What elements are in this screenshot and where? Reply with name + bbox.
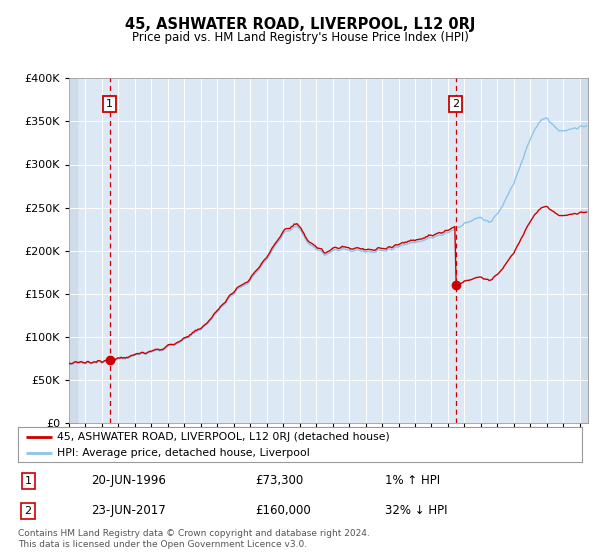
Text: 1% ↑ HPI: 1% ↑ HPI [385,474,440,487]
Text: 2: 2 [452,99,459,109]
Text: Contains HM Land Registry data © Crown copyright and database right 2024.
This d: Contains HM Land Registry data © Crown c… [18,529,370,549]
Text: £160,000: £160,000 [255,504,311,517]
Text: 45, ASHWATER ROAD, LIVERPOOL, L12 0RJ (detached house): 45, ASHWATER ROAD, LIVERPOOL, L12 0RJ (d… [58,432,390,442]
Text: 1: 1 [25,475,32,486]
Text: £73,300: £73,300 [255,474,303,487]
Text: 2: 2 [25,506,32,516]
Text: 23-JUN-2017: 23-JUN-2017 [91,504,166,517]
Text: 1: 1 [106,99,113,109]
Text: Price paid vs. HM Land Registry's House Price Index (HPI): Price paid vs. HM Land Registry's House … [131,31,469,44]
Text: 20-JUN-1996: 20-JUN-1996 [91,474,166,487]
Text: HPI: Average price, detached house, Liverpool: HPI: Average price, detached house, Live… [58,449,310,458]
Text: 32% ↓ HPI: 32% ↓ HPI [385,504,447,517]
Text: 45, ASHWATER ROAD, LIVERPOOL, L12 0RJ: 45, ASHWATER ROAD, LIVERPOOL, L12 0RJ [125,17,475,32]
